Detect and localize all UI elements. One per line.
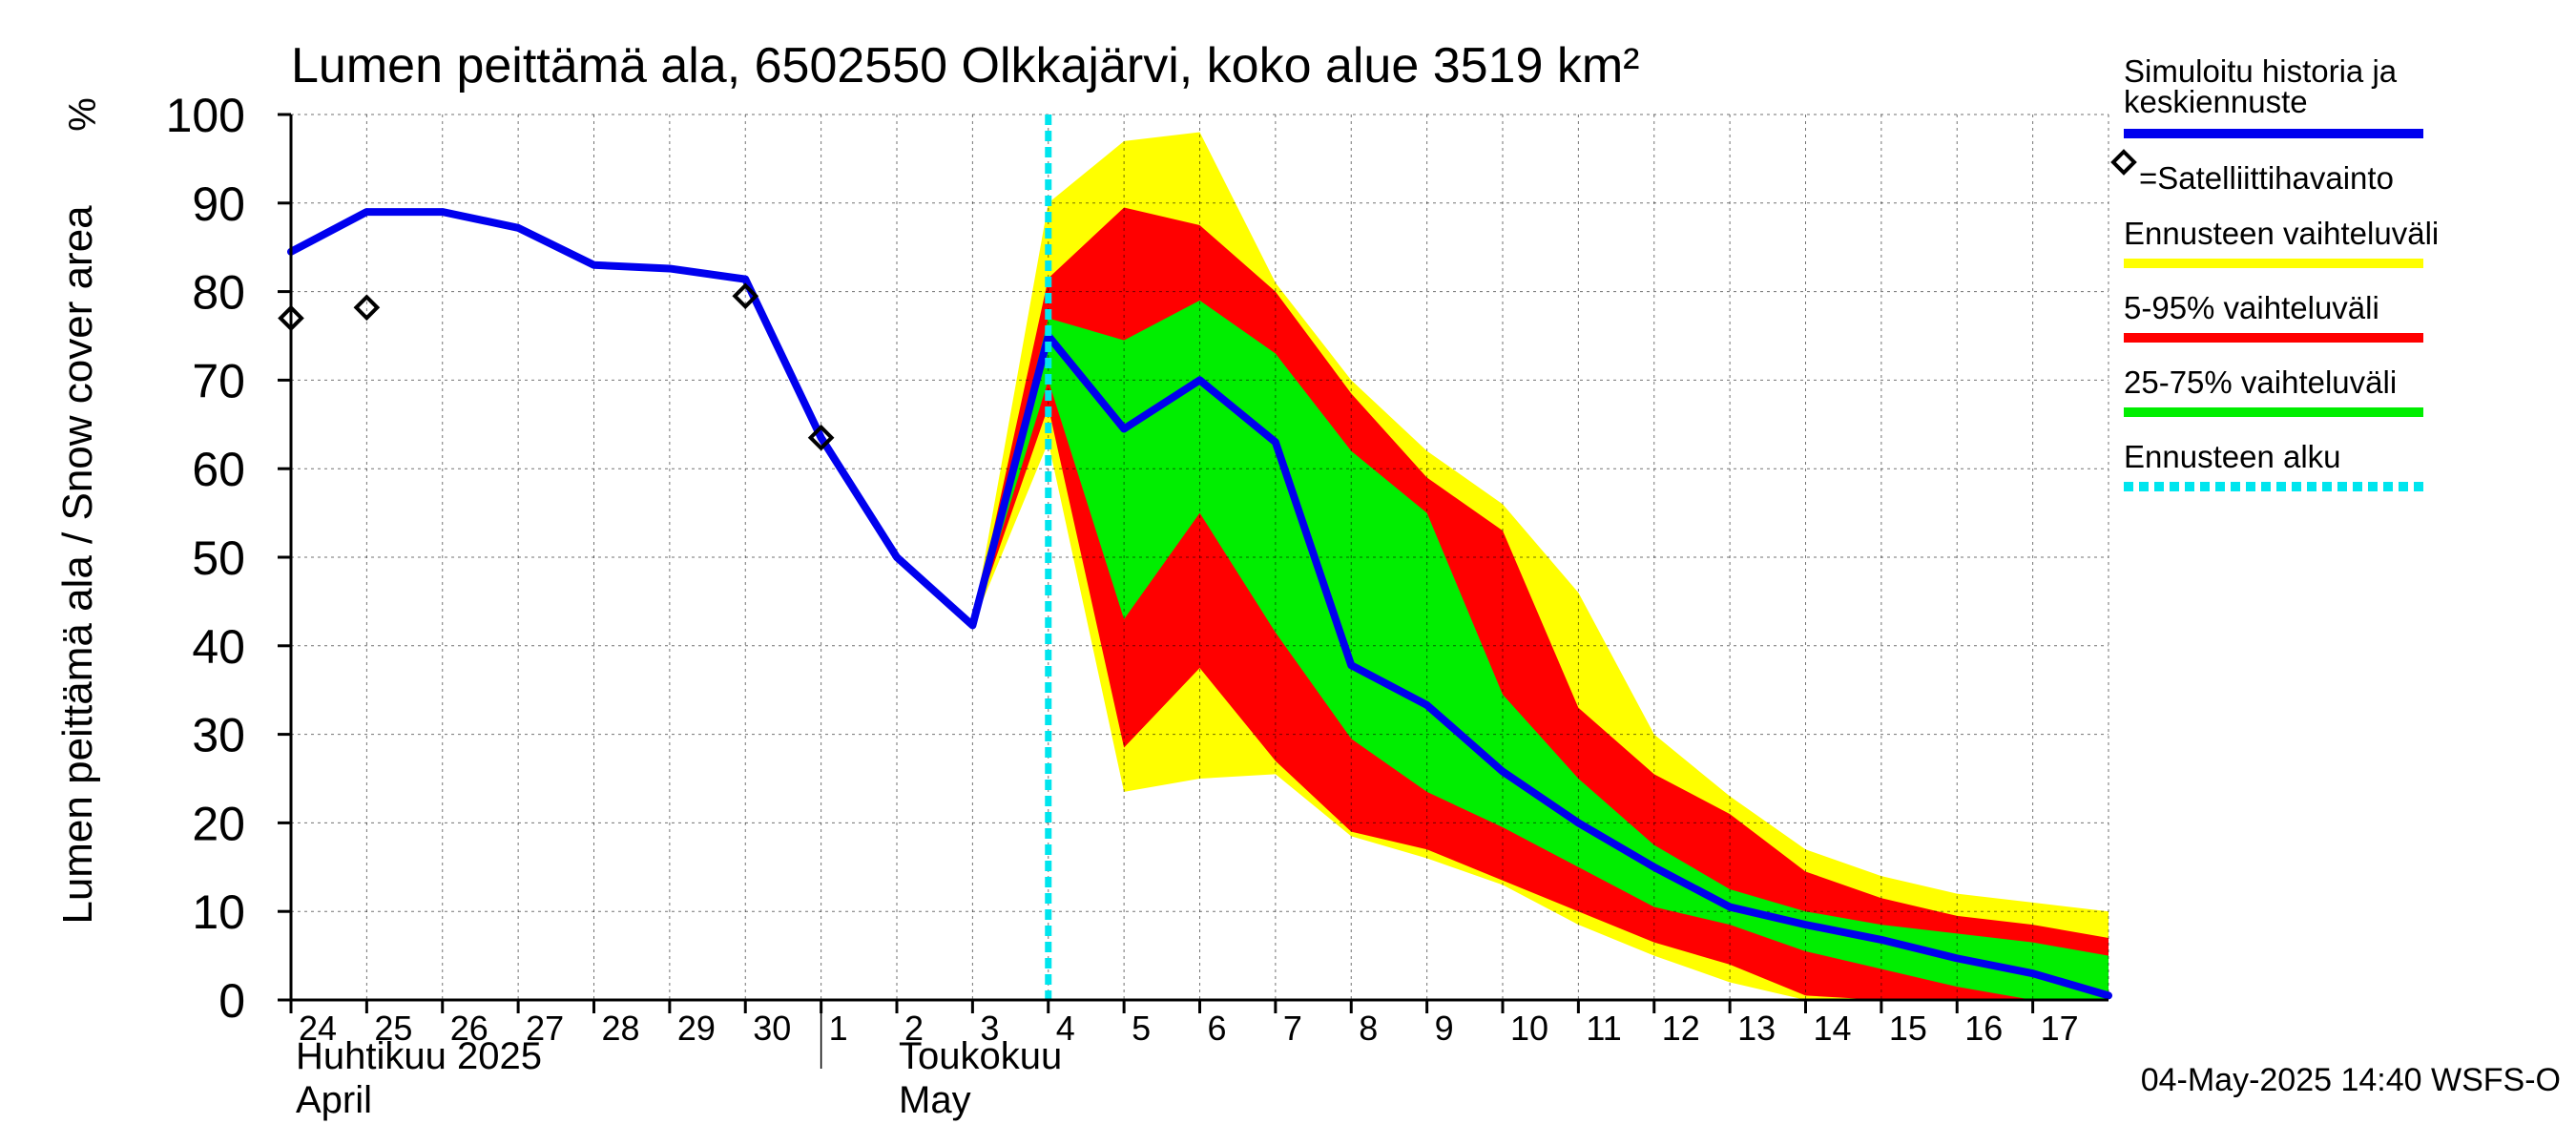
y-axis-label: Lumen peittämä ala / Snow cover area (54, 205, 101, 925)
y-axis-unit: % (62, 97, 104, 132)
y-tick-label: 70 (192, 354, 245, 407)
y-tick-label: 40 (192, 620, 245, 674)
month-label-en-may: May (899, 1079, 971, 1121)
x-tick-label: 11 (1586, 1009, 1621, 1048)
legend-label-forecast-start: Ennusteen alku (2124, 439, 2341, 474)
x-tick-label: 10 (1510, 1009, 1548, 1048)
legend-label-25-75: 25-75% vaihteluväli (2124, 364, 2397, 400)
x-tick-label: 16 (1964, 1009, 2003, 1048)
y-tick-label: 0 (218, 974, 245, 1028)
footer-timestamp: 04-May-2025 14:40 WSFS-O (2141, 1062, 2561, 1098)
satellite-marker (353, 294, 381, 322)
x-tick-label: 8 (1359, 1009, 1378, 1048)
x-tick-label: 1 (829, 1009, 848, 1048)
y-tick-label: 100 (166, 89, 245, 142)
legend-label-satellite: =Satelliittihavainto (2139, 160, 2394, 196)
y-tick-label: 90 (192, 177, 245, 231)
y-tick-label: 80 (192, 266, 245, 320)
x-tick-label: 7 (1283, 1009, 1302, 1048)
y-tick-label: 20 (192, 797, 245, 850)
x-tick-label: 30 (753, 1009, 791, 1048)
legend-label-history-2: keskiennuste (2124, 84, 2308, 119)
month-label-fi-april: Huhtikuu 2025 (296, 1035, 542, 1077)
legend-label-history: Simuloitu historia ja (2124, 53, 2398, 89)
x-tick-label: 24 (299, 1009, 337, 1048)
x-tick-label: 5 (1132, 1009, 1151, 1048)
x-tick-label: 6 (1208, 1009, 1227, 1048)
month-label-en-april: April (296, 1079, 372, 1121)
x-tick-label: 17 (2041, 1009, 2079, 1048)
x-tick-label: 28 (602, 1009, 640, 1048)
x-tick-label: 2 (904, 1009, 924, 1048)
x-tick-label: 3 (980, 1009, 999, 1048)
y-tick-label: 60 (192, 443, 245, 496)
chart-title: Lumen peittämä ala, 6502550 Olkkajärvi, … (291, 38, 1639, 94)
satellite-marker (807, 424, 835, 451)
legend-label-5-95: 5-95% vaihteluväli (2124, 290, 2379, 325)
x-tick-label: 4 (1056, 1009, 1075, 1048)
legend: Simuloitu historia ja keskiennuste =Sate… (2110, 53, 2439, 491)
y-tick-label: 30 (192, 709, 245, 762)
legend-label-forecast-range: Ennusteen vaihteluväli (2124, 216, 2439, 251)
legend-swatch-satellite (2110, 149, 2137, 176)
x-tick-label: 26 (450, 1009, 488, 1048)
series-line-1 (287, 208, 2112, 1000)
y-tick-label: 10 (192, 885, 245, 939)
x-tick-label: 12 (1662, 1009, 1700, 1048)
y-tick-label: 50 (192, 531, 245, 585)
x-tick-label: 15 (1889, 1009, 1927, 1048)
x-tick-label: 29 (677, 1009, 716, 1048)
x-tick-label: 9 (1435, 1009, 1454, 1048)
x-tick-label: 14 (1814, 1009, 1852, 1048)
satellite-marker (732, 282, 759, 310)
x-tick-label: 25 (374, 1009, 412, 1048)
x-tick-label: 13 (1737, 1009, 1776, 1048)
band-3 (972, 300, 2109, 1000)
x-tick-label: 27 (526, 1009, 564, 1048)
month-label-fi-may: Toukokuu (899, 1035, 1062, 1077)
